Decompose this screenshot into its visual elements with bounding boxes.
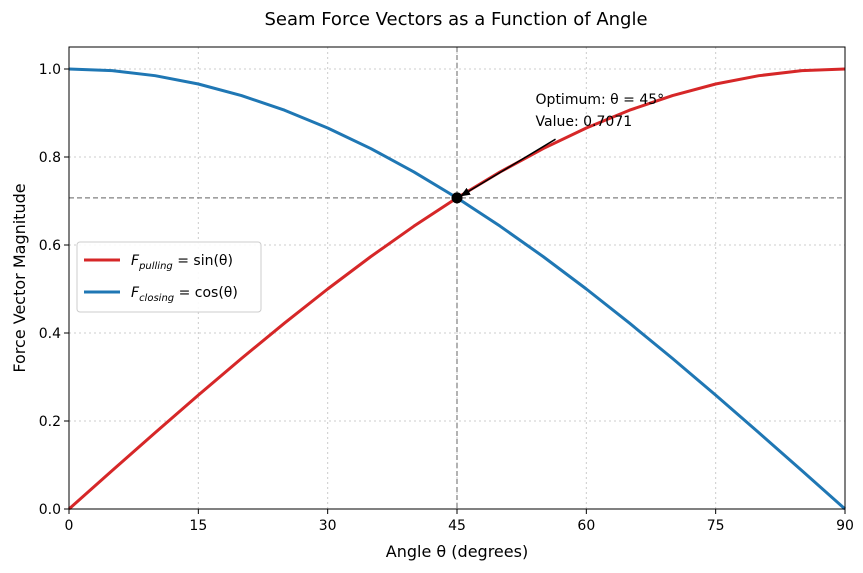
legend-entry-closing: Fclosing = cos(θ) [131, 285, 238, 304]
annotation-arrow [460, 138, 556, 197]
y-tick-label: 0.2 [39, 414, 61, 430]
legend-pulling-rest: = sin(θ) [173, 253, 233, 269]
legend-pulling-sub: pulling [138, 261, 173, 272]
y-tick-label: 1.0 [39, 62, 61, 78]
legend-closing-sub: closing [139, 293, 174, 304]
legend-box [76, 241, 262, 313]
legend-closing-main: F [131, 285, 140, 301]
chart-title: Seam Force Vectors as a Function of Angl… [264, 9, 647, 30]
annotation: Optimum: θ = 45° Value: 0.7071 [460, 92, 665, 197]
x-tick-label: 15 [189, 518, 207, 534]
legend-closing-rest: = cos(θ) [174, 285, 238, 301]
x-axis-label: Angle θ (degrees) [386, 542, 528, 561]
annotation-line2: Value: 0.7071 [536, 114, 633, 130]
annotation-line1: Optimum: θ = 45° [536, 92, 665, 108]
legend-pulling-main: F [131, 253, 140, 269]
y-tick-label: 0.6 [39, 238, 61, 254]
x-tick-label: 30 [319, 518, 337, 534]
optimum-marker [451, 192, 463, 204]
y-tick-label: 0.8 [39, 150, 61, 166]
x-ticks: 0 15 30 45 60 75 90 [65, 509, 854, 534]
x-tick-label: 60 [577, 518, 595, 534]
x-tick-label: 90 [836, 518, 854, 534]
legend-entry-pulling: Fpulling = sin(θ) [131, 253, 233, 272]
legend: Fpulling = sin(θ) Fclosing = cos(θ) [76, 241, 262, 313]
marker-group [451, 192, 463, 204]
x-tick-label: 45 [448, 518, 466, 534]
x-tick-label: 0 [65, 518, 74, 534]
x-tick-label: 75 [707, 518, 725, 534]
y-tick-label: 0.0 [39, 502, 61, 518]
y-tick-label: 0.4 [39, 326, 61, 342]
y-axis-label: Force Vector Magnitude [10, 183, 29, 372]
y-ticks: 0.0 0.2 0.4 0.6 0.8 1.0 [39, 62, 69, 518]
